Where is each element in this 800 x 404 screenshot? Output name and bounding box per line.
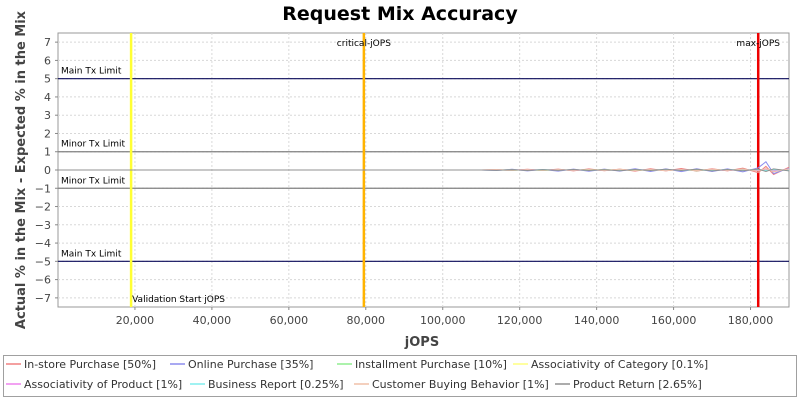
limit-label: Minor Tx Limit [61,176,126,186]
x-tick-label: 80,000 [347,314,386,327]
x-tick-label: 160,000 [651,314,697,327]
y-tick-label: 5 [44,73,51,86]
limit-label: Main Tx Limit [61,67,122,77]
y-tick-label: 6 [44,54,51,67]
y-tick-label: 0 [44,164,51,177]
y-tick-label: −5 [35,255,51,268]
y-tick-label: −4 [35,237,51,250]
legend-label: Associativity of Category [0.1%] [531,358,708,371]
y-tick-label: −3 [35,219,51,232]
legend-label: Online Purchase [35%] [188,358,313,371]
marker-label: max-jOPS [736,39,780,49]
legend-label: Business Report [0.25%] [208,378,344,391]
series-line [58,168,790,172]
legend-label: Installment Purchase [10%] [355,358,507,371]
y-tick-label: 3 [44,109,51,122]
chart-title: Request Mix Accuracy [282,3,518,25]
legend-label: In-store Purchase [50%] [24,358,156,371]
x-tick-label: 40,000 [193,314,232,327]
legend-label: Associativity of Product [1%] [24,378,182,391]
legend-label: Product Return [2.65%] [573,378,702,391]
legend-label: Customer Buying Behavior [1%] [372,378,549,391]
x-tick-label: 100,000 [420,314,466,327]
marker-label: critical-jOPS [337,39,391,49]
x-tick-label: 20,000 [116,314,155,327]
y-tick-label: −2 [35,201,51,214]
limit-label: Minor Tx Limit [61,140,126,150]
x-tick-label: 120,000 [497,314,543,327]
x-tick-label: 180,000 [728,314,774,327]
y-tick-label: −7 [35,292,51,305]
marker-label: Validation Start jOPS [132,295,225,305]
x-tick-label: 140,000 [574,314,620,327]
y-tick-label: −1 [35,182,51,195]
y-tick-label: −6 [35,274,51,287]
y-tick-label: 7 [44,36,51,49]
x-tick-label: 60,000 [270,314,309,327]
legend-box [3,355,797,397]
y-axis-title: Actual % in the Mix - Expected % in the … [14,10,29,329]
x-axis-title: jOPS [404,335,439,350]
limit-label: Main Tx Limit [61,249,122,259]
y-tick-label: 2 [44,127,51,140]
y-tick-label: 4 [44,91,51,104]
y-tick-label: 1 [44,146,51,159]
